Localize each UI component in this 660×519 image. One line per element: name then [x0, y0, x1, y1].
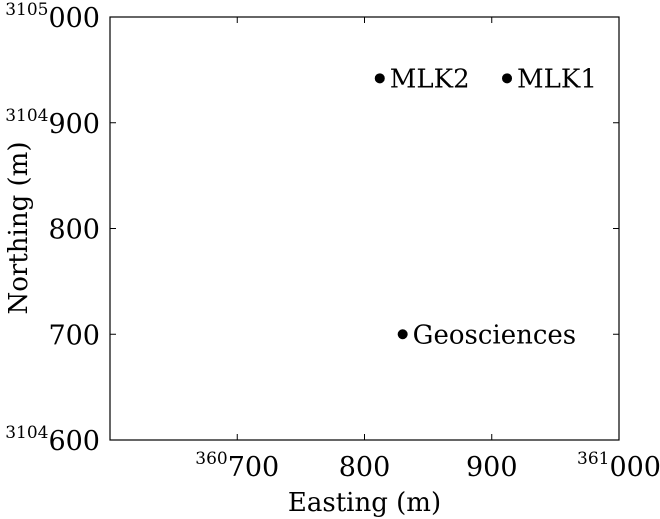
point-label: MLK1: [517, 64, 597, 94]
x-tick-label: 361000: [577, 449, 660, 483]
y-tick-exponent: 3104: [5, 423, 48, 443]
y-tick-label: 3104600: [5, 423, 100, 457]
y-tick-label: 700: [48, 320, 100, 351]
y-axis-title: Northing (m): [4, 142, 34, 315]
x-tick-value: 000: [609, 452, 660, 483]
x-tick-label: 800: [339, 452, 391, 483]
y-tick-value: 600: [48, 426, 100, 457]
x-tick-label: 360700: [195, 449, 279, 483]
x-axis-tick-labels: 360700 800 900 361000: [195, 449, 660, 483]
y-tick-label: 3104900: [5, 106, 100, 140]
data-point: [374, 73, 385, 84]
x-tick-value: 900: [466, 452, 518, 483]
x-tick-value: 800: [339, 452, 391, 483]
y-tick-value: 000: [48, 3, 100, 34]
y-tick-label: 3105000: [5, 0, 100, 34]
point-label: Geosciences: [413, 320, 576, 350]
x-axis-title: Easting (m): [288, 488, 441, 518]
y-tick-exponent: 3104: [5, 106, 48, 126]
x-tick-value: 700: [228, 452, 280, 483]
tick-marks: [110, 16, 620, 441]
y-tick-exponent: 3105: [5, 0, 48, 20]
data-point: [502, 73, 513, 84]
point-label: MLK2: [390, 64, 470, 94]
y-tick-value: 700: [48, 320, 100, 351]
x-tick-label: 900: [466, 452, 518, 483]
x-tick-exponent: 361: [577, 449, 609, 469]
x-tick-exponent: 360: [195, 449, 227, 469]
y-tick-label: 800: [48, 215, 100, 246]
data-points: MLK2 MLK1 Geosciences: [374, 64, 597, 350]
y-tick-value: 900: [48, 109, 100, 140]
y-tick-value: 800: [48, 215, 100, 246]
data-point: [397, 329, 408, 340]
